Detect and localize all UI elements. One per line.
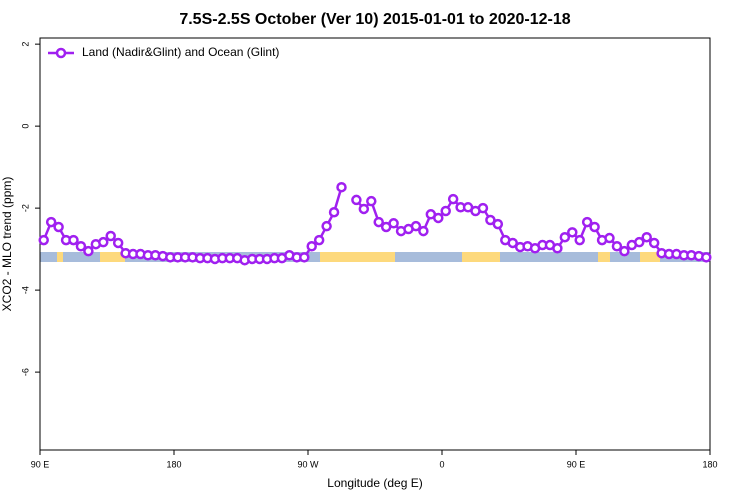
point xyxy=(559,231,571,243)
point xyxy=(619,245,630,257)
point xyxy=(38,234,49,246)
y-axis-label: XCO2 - MLO trend (ppm) xyxy=(0,177,14,312)
point xyxy=(366,195,377,207)
x-tick-label: 180 xyxy=(166,459,181,469)
point xyxy=(567,227,578,238)
point xyxy=(336,181,347,193)
land-band xyxy=(462,252,500,262)
land-band xyxy=(598,252,610,262)
point xyxy=(351,194,362,206)
point xyxy=(634,236,645,248)
land-ocean-strip xyxy=(40,252,710,262)
point xyxy=(418,225,429,237)
y-tick-label: -2 xyxy=(20,204,30,212)
point xyxy=(75,241,87,252)
land-band xyxy=(320,252,395,262)
point xyxy=(507,237,518,249)
point xyxy=(701,252,712,263)
point xyxy=(105,230,116,242)
point xyxy=(477,202,489,214)
y-tick-label: 0 xyxy=(20,124,30,129)
legend-marker xyxy=(55,47,67,59)
x-tick-label: 90 E xyxy=(567,459,586,469)
point xyxy=(358,203,370,215)
point xyxy=(306,241,317,252)
point xyxy=(373,216,384,228)
point xyxy=(53,221,64,233)
chart-title: 7.5S-2.5S October (Ver 10) 2015-01-01 to… xyxy=(179,11,570,28)
point xyxy=(68,234,79,246)
point xyxy=(83,245,94,257)
point xyxy=(388,218,399,229)
point xyxy=(581,216,593,228)
point xyxy=(589,221,600,233)
point xyxy=(604,232,615,244)
y-tick-label: -4 xyxy=(20,286,30,294)
point xyxy=(492,218,504,230)
x-axis-label: Longitude (deg E) xyxy=(327,476,422,490)
x-tick-label: 90 E xyxy=(31,459,50,469)
point xyxy=(648,237,660,249)
point xyxy=(45,216,57,228)
point xyxy=(574,234,585,246)
point xyxy=(641,231,652,243)
point xyxy=(447,193,459,205)
land-band xyxy=(640,252,660,262)
point xyxy=(321,220,332,232)
land-band xyxy=(100,252,125,262)
x-tick-label: 90 W xyxy=(297,459,319,469)
point xyxy=(313,234,325,246)
point xyxy=(485,214,496,226)
plot-frame xyxy=(39,37,711,451)
point xyxy=(98,236,109,248)
point xyxy=(552,243,563,254)
point xyxy=(328,206,340,218)
x-tick-label: 0 xyxy=(439,459,444,469)
point xyxy=(410,220,422,232)
y-tick-label: 2 xyxy=(20,42,30,47)
x-tick-label: 180 xyxy=(702,459,717,469)
point xyxy=(299,252,310,263)
y-tick-label: -6 xyxy=(20,368,30,376)
point xyxy=(112,237,124,249)
point xyxy=(611,241,623,252)
point xyxy=(440,205,451,217)
land-band xyxy=(57,252,63,262)
legend-label: Land (Nadir&Glint) and Ocean (Glint) xyxy=(82,45,279,59)
point xyxy=(433,212,444,224)
